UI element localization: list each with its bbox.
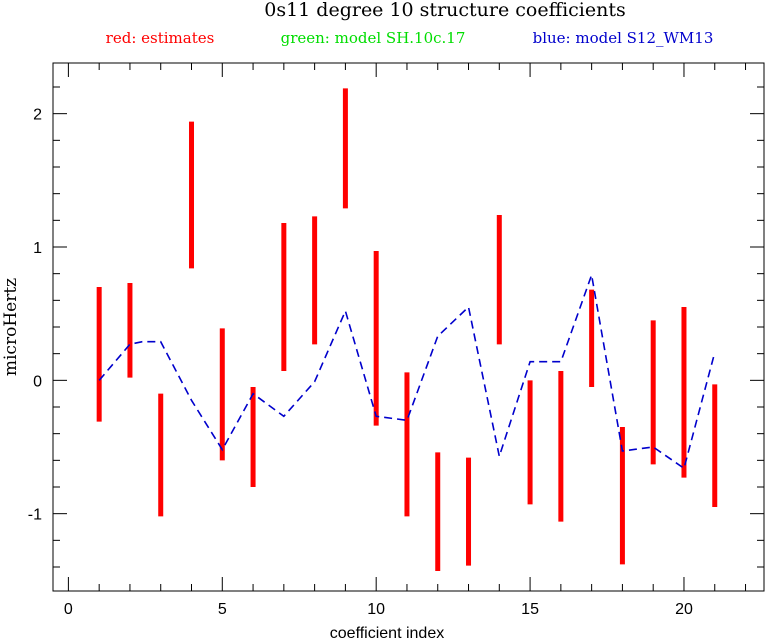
x-tick-label: 5: [218, 601, 227, 618]
x-axis-label: coefficient index: [330, 625, 444, 641]
y-tick-label: 1: [33, 240, 42, 257]
y-tick-label: -1: [28, 507, 42, 524]
y-axis-label: microHertz: [1, 278, 21, 376]
x-tick-label: 10: [367, 601, 385, 618]
y-tick-label: 0: [33, 373, 42, 390]
legend-model-green: green: model SH.10c.17: [281, 29, 466, 47]
axis-ticks: [53, 63, 764, 591]
estimate-bars: [96, 88, 718, 571]
x-tick-label: 15: [521, 601, 539, 618]
legend-model-blue: blue: model S12_WM13: [533, 29, 714, 47]
x-tick-label: 0: [64, 601, 73, 618]
axis-tick-labels: 0 5 10 15 20 -1 0 1 2: [28, 107, 693, 618]
x-tick-label: 20: [675, 601, 693, 618]
chart-title: 0s11 degree 10 structure coefficients: [264, 0, 626, 21]
model-blue-line: [98, 271, 716, 470]
y-tick-label: 2: [33, 107, 42, 124]
legend-estimates: red: estimates: [106, 29, 215, 47]
